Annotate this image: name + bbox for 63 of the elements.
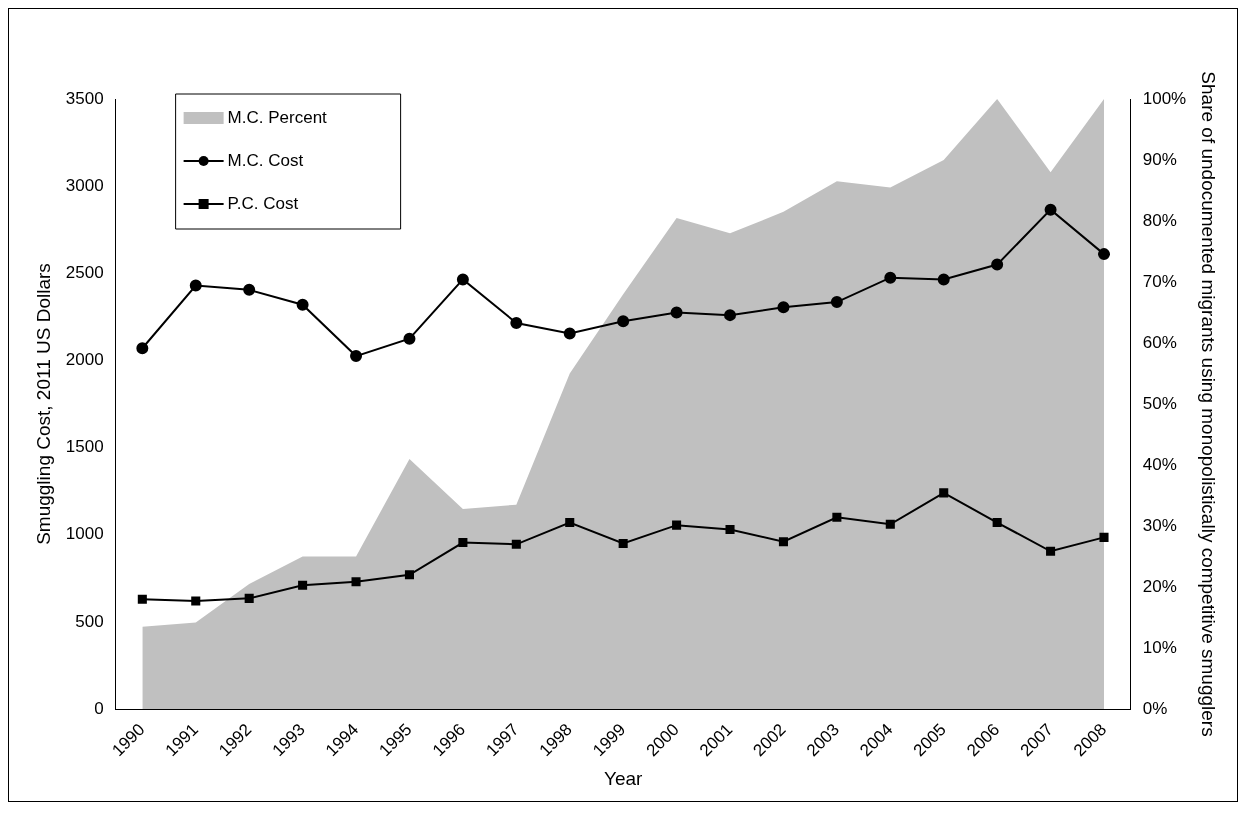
point <box>1099 532 1109 542</box>
y-axis-title: Smuggling Cost, 2011 US Dollars <box>32 263 54 545</box>
point <box>617 315 630 328</box>
point <box>885 519 895 529</box>
y2-tick-label: 30% <box>1142 515 1177 535</box>
point <box>937 273 950 286</box>
point <box>1044 203 1057 216</box>
y2-tick-label: 80% <box>1142 210 1177 230</box>
point <box>296 298 309 311</box>
point <box>992 518 1002 528</box>
point <box>404 570 414 580</box>
point <box>991 258 1004 271</box>
legend-label: P.C. Cost <box>227 193 299 213</box>
point <box>565 518 575 528</box>
point <box>298 580 308 590</box>
point <box>670 306 683 319</box>
point <box>1098 248 1111 261</box>
y-tick-label: 1500 <box>65 437 104 457</box>
point <box>456 273 469 286</box>
y-tick-label: 3500 <box>65 88 104 108</box>
y-tick-label: 2500 <box>65 262 104 282</box>
y2-tick-label: 100% <box>1142 88 1187 108</box>
point <box>884 271 897 284</box>
point <box>778 537 788 547</box>
y-tick-label: 500 <box>75 611 104 631</box>
y2-tick-label: 60% <box>1142 332 1177 352</box>
y-tick-label: 3000 <box>65 175 104 195</box>
point <box>725 524 735 535</box>
legend-label: M.C. Percent <box>227 107 328 127</box>
point <box>136 342 149 355</box>
y2-tick-label: 70% <box>1142 271 1177 291</box>
y2-axis-title: Share of undocumented migrants using monopolistically competitive smugglers <box>1198 71 1220 737</box>
y2-tick-label: 50% <box>1142 393 1177 413</box>
point <box>137 594 147 604</box>
legend-label: M.C. Cost <box>227 150 304 170</box>
point <box>191 596 201 606</box>
point <box>189 279 202 292</box>
y2-tick-label: 40% <box>1142 454 1177 474</box>
x-axis-title: Year <box>603 767 644 789</box>
y-tick-label: 2000 <box>65 350 104 370</box>
point <box>777 301 790 314</box>
y2-tick-label: 20% <box>1142 576 1177 596</box>
y-tick-label: 0 <box>94 698 104 718</box>
y2-tick-label: 0% <box>1142 698 1168 718</box>
point <box>458 538 468 548</box>
point <box>724 309 737 322</box>
point <box>830 296 843 309</box>
point <box>243 283 256 296</box>
point <box>403 332 416 345</box>
point <box>672 520 682 530</box>
y2-tick-label: 90% <box>1142 149 1177 169</box>
point <box>511 539 521 549</box>
point <box>563 327 576 340</box>
point <box>832 512 842 522</box>
point <box>618 538 628 548</box>
point <box>350 350 363 363</box>
point <box>244 593 254 603</box>
point <box>939 488 949 498</box>
point <box>351 577 361 587</box>
point <box>1046 546 1056 556</box>
y2-tick-label: 10% <box>1142 637 1177 657</box>
point <box>510 316 523 329</box>
y-tick-label: 1000 <box>65 524 104 544</box>
